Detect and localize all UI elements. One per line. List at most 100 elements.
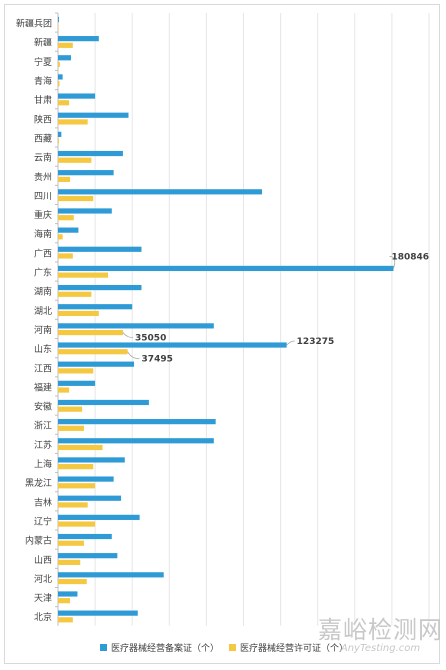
bar-license <box>58 272 109 278</box>
category-label: 新疆 <box>34 37 52 49</box>
category-label: 陕西 <box>34 113 52 125</box>
category-label: 河南 <box>34 324 52 336</box>
bar-license <box>58 42 73 48</box>
bar-license <box>58 598 71 604</box>
bar-filing <box>58 304 133 310</box>
category-label: 天津 <box>34 593 52 604</box>
category-label: 吉林 <box>34 496 52 508</box>
bar-license <box>58 291 92 297</box>
data-label: 35050 <box>135 334 166 344</box>
bar-license <box>58 406 83 412</box>
bar-license <box>58 81 60 87</box>
bar-filing <box>58 170 114 176</box>
category-label: 新疆兵团 <box>16 18 52 30</box>
bar-filing <box>58 246 142 252</box>
bar-license <box>58 119 88 125</box>
bar-filing <box>58 361 135 367</box>
bar-filing <box>58 457 125 463</box>
data-label-leader <box>286 340 295 346</box>
bar-license <box>58 521 96 527</box>
category-label: 北京 <box>34 611 52 623</box>
bar-filing <box>58 227 79 233</box>
data-label: 180846 <box>391 252 429 262</box>
data-label: 37495 <box>142 355 173 365</box>
data-label-leader <box>389 256 396 269</box>
bar-filing <box>58 284 142 291</box>
category-label: 广东 <box>34 267 52 279</box>
bar-license <box>58 617 73 623</box>
bar-filing <box>58 419 216 425</box>
bar-license <box>58 540 84 546</box>
category-label: 山西 <box>34 555 52 566</box>
bar-license <box>58 502 88 508</box>
bar-license <box>58 387 70 393</box>
bar-filing <box>58 36 99 42</box>
bar-filing <box>58 533 112 540</box>
bar-license <box>58 310 99 317</box>
bar-filing <box>58 323 214 329</box>
bar-filing <box>58 150 123 157</box>
category-label: 湖北 <box>34 306 52 317</box>
bar-filing <box>58 572 164 578</box>
watermark-cn: 嘉峪检测网 <box>318 616 443 644</box>
bar-license <box>58 100 70 106</box>
bar-filing <box>58 265 394 272</box>
category-label: 黑龙江 <box>25 477 52 489</box>
legend-label-filing: 医疗器械经营备案证（个） <box>111 644 220 654</box>
data-label-leader <box>122 332 134 338</box>
category-label: 辽宁 <box>34 515 52 527</box>
bar-license <box>58 157 92 163</box>
category-label: 福建 <box>34 381 52 393</box>
category-label: 上海 <box>34 458 52 470</box>
bar-license <box>58 253 73 259</box>
category-label: 甘肃 <box>34 94 52 106</box>
bar-license <box>58 195 94 202</box>
bar-filing <box>58 380 96 386</box>
category-label: 青海 <box>34 75 52 87</box>
bar-license <box>58 215 74 221</box>
category-label: 河北 <box>34 573 52 585</box>
data-label-leader <box>127 351 140 360</box>
bar-license <box>58 349 128 355</box>
category-label: 重庆 <box>34 209 52 221</box>
bar-license <box>58 176 71 182</box>
bar-filing <box>58 208 112 214</box>
bar-license <box>58 61 60 68</box>
category-label: 江西 <box>34 363 52 374</box>
legend-item-filing: 医疗器械经营备案证（个） <box>100 641 219 654</box>
category-label: 四川 <box>34 192 52 202</box>
bar-filing <box>58 514 140 520</box>
bar-filing <box>58 16 59 23</box>
bar-filing <box>58 131 62 137</box>
bar-license <box>58 234 63 240</box>
legend-item-license: 医疗器械经营许可证（个） <box>229 641 348 654</box>
category-label: 贵州 <box>34 171 52 183</box>
bar-filing <box>58 553 118 559</box>
category-label: 湖南 <box>34 286 52 298</box>
bar-license <box>58 578 87 585</box>
legend-swatch-blue <box>100 644 107 651</box>
category-label: 内蒙古 <box>25 535 52 547</box>
data-label: 123275 <box>297 337 335 347</box>
bar-filing <box>58 610 138 616</box>
bar-filing <box>58 476 114 482</box>
category-label: 宁夏 <box>34 56 52 68</box>
bar-filing <box>58 438 214 444</box>
legend-label-license: 医疗器械经营许可证（个） <box>240 644 349 654</box>
chart-legend: 医疗器械经营备案证（个） 医疗器械经营许可证（个） <box>100 641 348 654</box>
watermark: 嘉峪检测网 AnyTesting.com <box>318 610 443 654</box>
bar-filing <box>58 495 122 501</box>
category-label: 浙江 <box>34 420 52 432</box>
category-label: 广西 <box>34 247 52 259</box>
bar-license <box>58 138 59 144</box>
bar-filing <box>58 112 129 118</box>
category-label: 山东 <box>34 343 52 355</box>
bar-filing <box>58 342 287 348</box>
bar-filing <box>58 55 71 61</box>
category-label: 安徽 <box>34 401 52 413</box>
watermark-en: AnyTesting.com <box>340 643 421 654</box>
bar-license <box>58 23 59 29</box>
bar-filing <box>58 93 96 99</box>
category-label: 云南 <box>34 152 52 164</box>
